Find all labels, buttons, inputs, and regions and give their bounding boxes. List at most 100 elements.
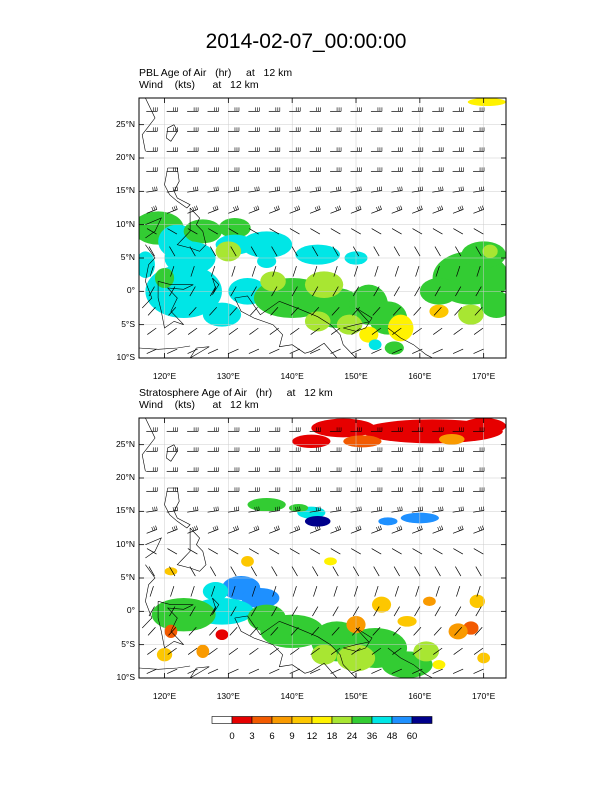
- wind-barb: [189, 286, 196, 297]
- wind-barb: [271, 566, 278, 577]
- wind-barb-feather: [481, 525, 484, 530]
- wind-barb-feather: [233, 206, 236, 211]
- wind-barb-feather: [378, 506, 381, 511]
- wind-barb-feather: [418, 526, 421, 531]
- wind-barb-feather: [156, 506, 158, 511]
- lat-label: 0°: [126, 605, 135, 616]
- wind-barb-feather: [275, 526, 278, 531]
- wind-barb: [187, 209, 198, 214]
- wind-barb-feather: [152, 507, 154, 512]
- wind-barb: [248, 348, 260, 354]
- wind-barb: [373, 606, 380, 617]
- wind-barb: [249, 327, 259, 335]
- wind-barb: [211, 585, 216, 597]
- shading-cell: [257, 254, 277, 268]
- wind-barb-feather: [273, 526, 276, 531]
- wind-barb: [291, 246, 298, 257]
- lat-label: 5°S: [121, 318, 135, 329]
- wind-barb: [189, 246, 196, 257]
- wind-barb-feather: [417, 507, 420, 512]
- coastline: [139, 345, 191, 350]
- wind-barb: [433, 327, 443, 335]
- wind-barb-feather: [196, 525, 199, 530]
- coastline: [141, 244, 156, 309]
- colorbar-swatch: [311, 716, 333, 724]
- wind-barb-feather: [319, 186, 321, 191]
- wind-barb: [392, 307, 401, 316]
- wind-barb-feather: [176, 506, 178, 511]
- wind-barb: [455, 286, 462, 297]
- shading-cell: [378, 517, 398, 526]
- wind-barb: [391, 209, 403, 214]
- wind-barb-feather: [278, 506, 281, 511]
- wind-barb: [414, 246, 421, 257]
- wind-barb: [392, 647, 402, 655]
- wind-barb: [352, 627, 360, 636]
- wind-barb-feather: [156, 186, 158, 191]
- colorbar-label: 24: [346, 731, 358, 742]
- shading-cell: [247, 498, 286, 512]
- panel2-title-line2: Wind (kts) at 12 km: [139, 399, 259, 411]
- shading-cell: [164, 567, 178, 576]
- wind-barb: [290, 627, 299, 636]
- wind-barb: [166, 209, 178, 214]
- wind-barb: [473, 647, 484, 655]
- wind-barb-feather: [459, 526, 462, 531]
- shading-cell: [218, 218, 251, 238]
- wind-barb-feather: [355, 206, 358, 211]
- wind-barb-feather: [237, 186, 240, 191]
- shading-cell: [304, 311, 331, 332]
- wind-barb-feather: [215, 186, 217, 191]
- wind-barb-feather: [194, 206, 197, 211]
- colorbar-swatch: [331, 716, 353, 724]
- wind-barb-feather: [441, 525, 444, 530]
- shading-cell: [432, 660, 446, 670]
- wind-barb: [475, 566, 482, 577]
- wind-barb: [291, 286, 298, 297]
- wind-barb-feather: [297, 186, 299, 191]
- wind-barb: [371, 548, 382, 555]
- wind-barb: [350, 348, 362, 354]
- shading-cell: [202, 302, 242, 327]
- wind-barb-feather: [360, 186, 362, 191]
- wind-barb-feather: [153, 526, 156, 531]
- wind-barb: [452, 348, 464, 354]
- wind-barb-feather: [481, 506, 483, 511]
- coastline: [189, 666, 210, 678]
- lon-label: 150°E: [344, 691, 368, 701]
- wind-barb-feather: [357, 526, 360, 531]
- wind-barb-feather: [256, 506, 258, 511]
- wind-barb: [188, 627, 197, 636]
- colorbar-swatch: [231, 716, 253, 724]
- colorbar-label: 0: [229, 731, 235, 742]
- wind-barb-feather: [377, 206, 380, 211]
- wind-barb-feather: [172, 507, 174, 512]
- wind-barb-feather: [379, 205, 382, 210]
- main-title: 2014-02-07_00:00:00: [205, 30, 407, 53]
- wind-barb-feather: [235, 526, 238, 531]
- wind-barb-feather: [339, 525, 341, 530]
- wind-barb-feather: [255, 206, 258, 211]
- coastline: [139, 665, 191, 670]
- shading-cell: [458, 304, 484, 325]
- wind-barb: [330, 668, 341, 674]
- wind-barb-feather: [294, 526, 297, 531]
- wind-barb-feather: [480, 526, 483, 531]
- wind-barb: [228, 327, 239, 335]
- wind-barb: [313, 265, 318, 277]
- wind-barb: [456, 265, 461, 277]
- wind-barb-feather: [483, 506, 485, 511]
- wind-barb-feather: [276, 506, 279, 511]
- wind-barb-feather: [236, 205, 239, 210]
- wind-barb: [332, 606, 339, 617]
- wind-barb: [167, 348, 178, 354]
- wind-barb: [250, 606, 257, 617]
- wind-barb: [189, 566, 196, 577]
- wind-barb-feather: [478, 526, 481, 531]
- wind-barb-feather: [376, 206, 379, 211]
- wind-barb: [414, 566, 421, 577]
- wind-barb: [190, 265, 195, 277]
- shading-cell: [196, 644, 210, 658]
- wind-barb: [187, 228, 198, 235]
